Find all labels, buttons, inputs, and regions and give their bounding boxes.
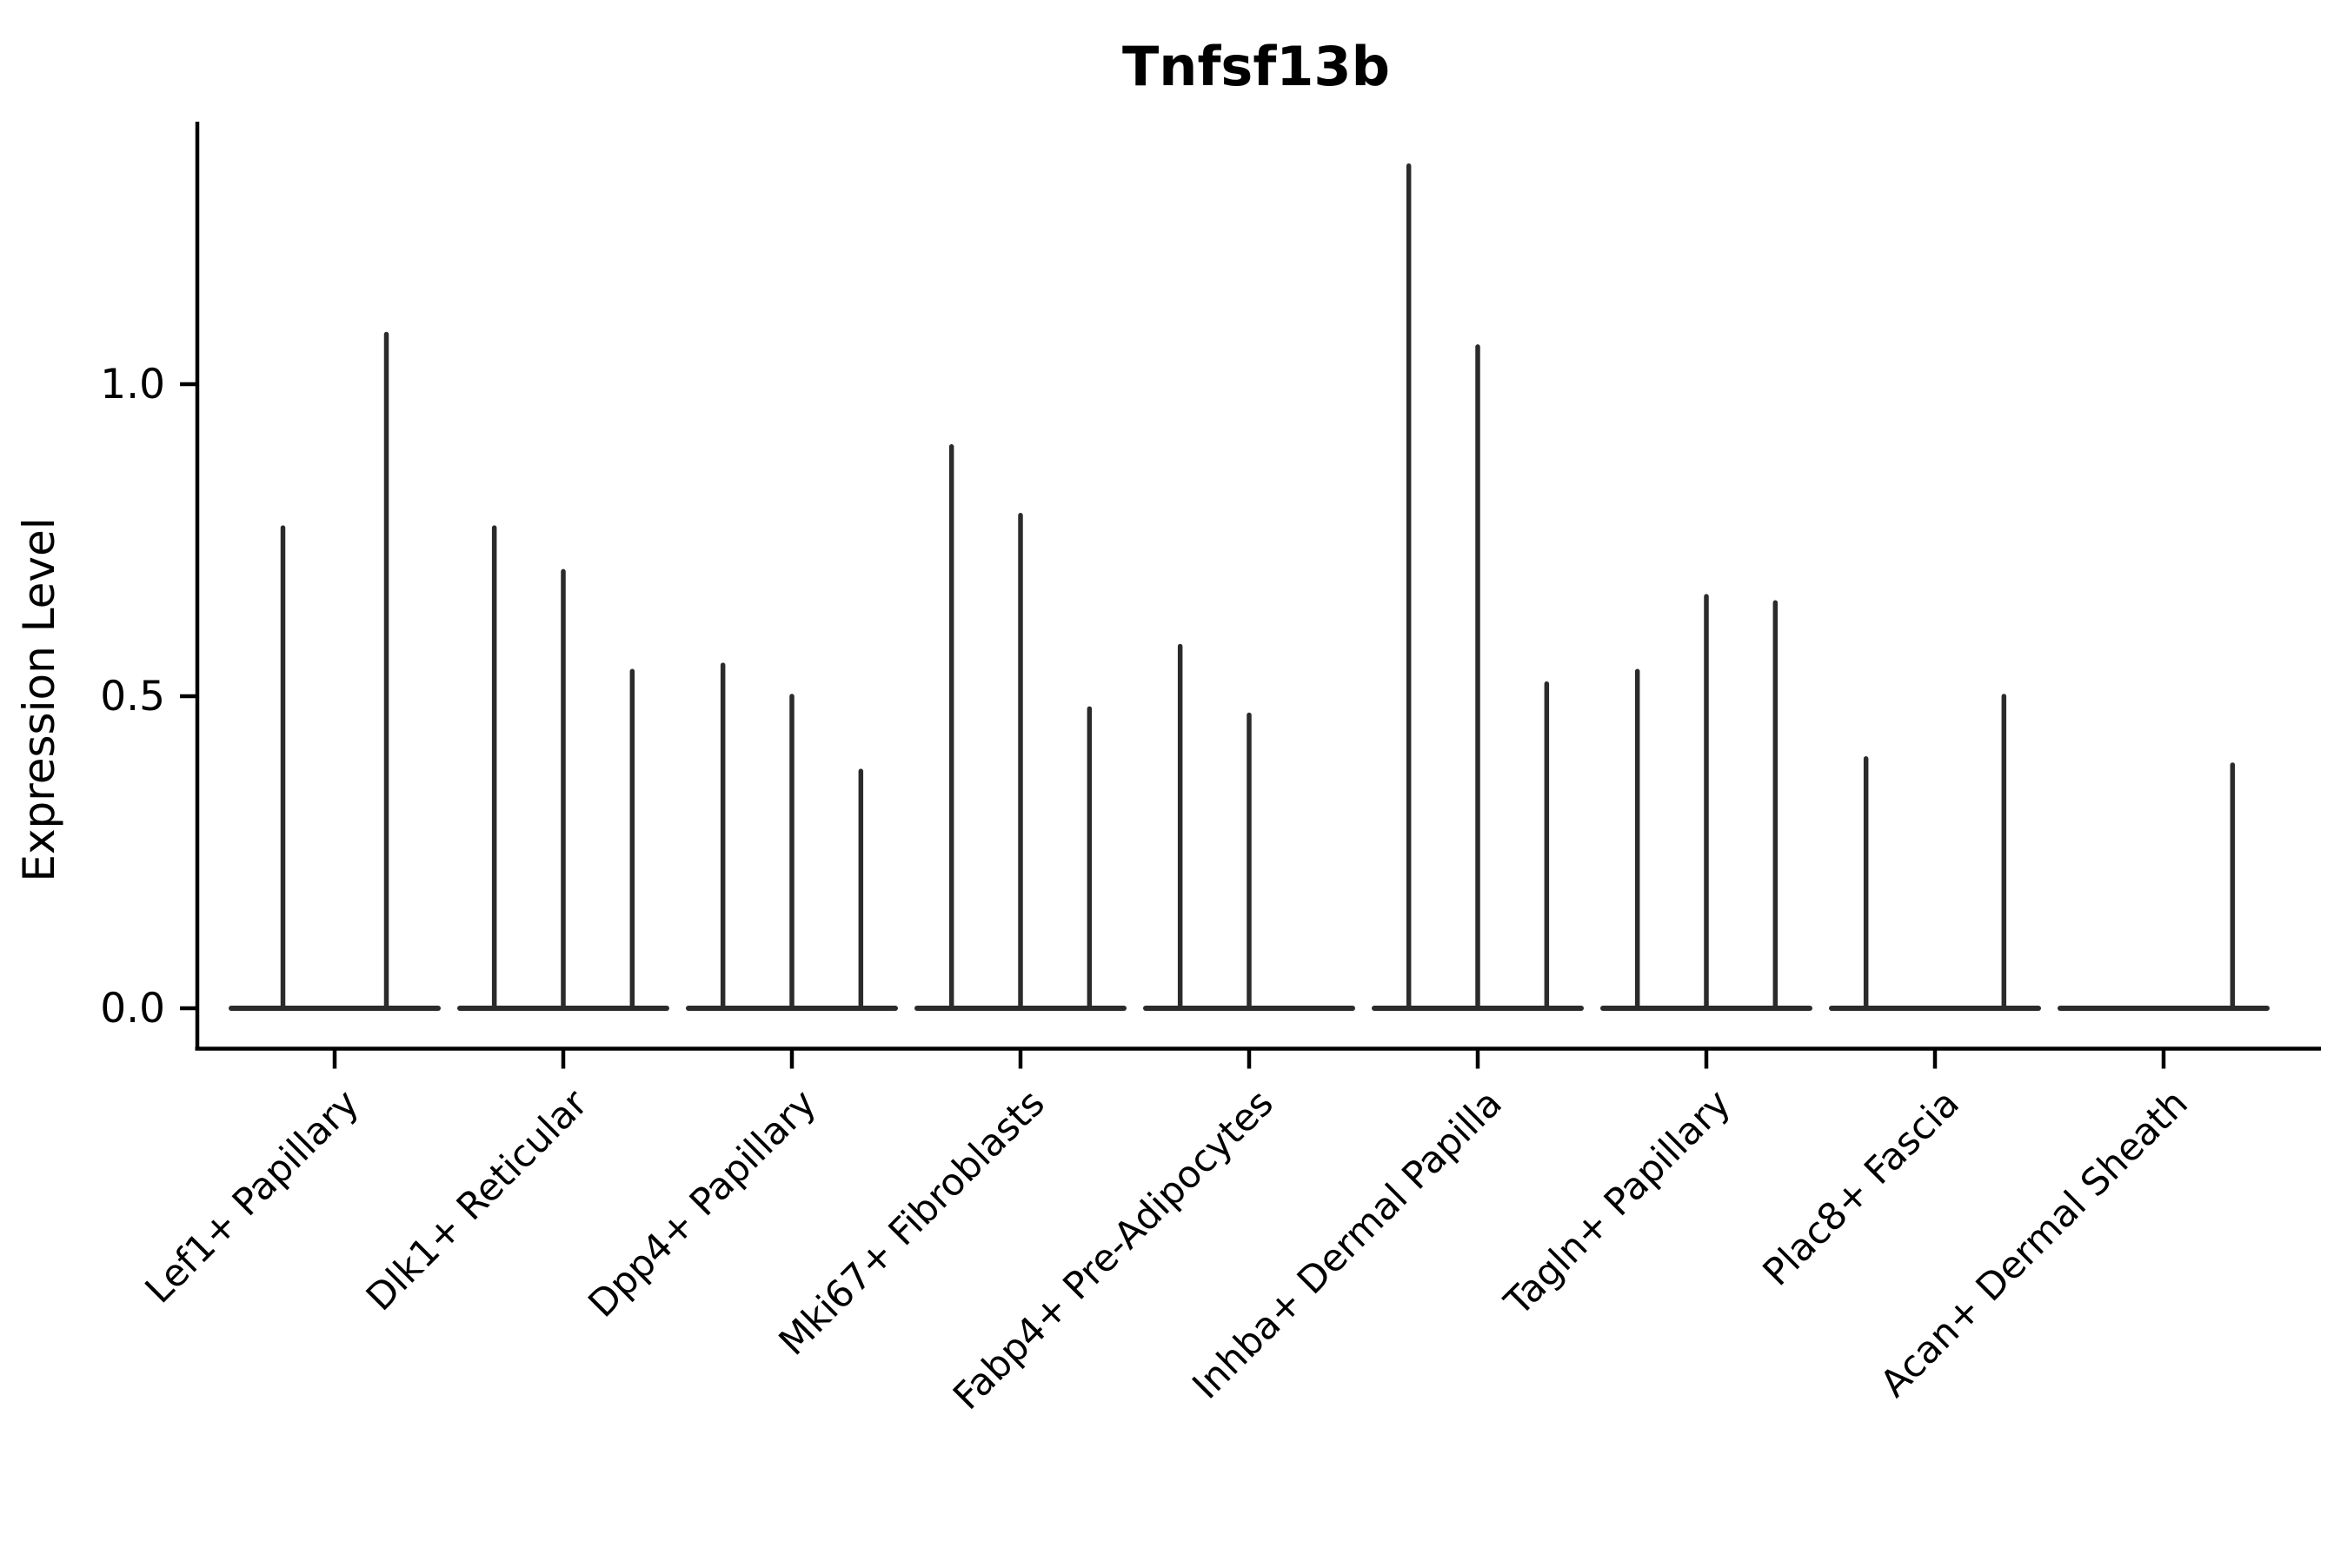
x-tick-label: Lef1+ Papillary (137, 1081, 368, 1312)
chart-title: Tnfsf13b (1122, 35, 1390, 98)
y-tick-label: 0.5 (100, 673, 165, 721)
x-tick-label: Tagln+ Papillary (1496, 1081, 1739, 1325)
y-axis-label: Expression Level (14, 517, 64, 881)
x-tick-label: Dpp4+ Papillary (581, 1081, 825, 1325)
x-tick-label: Plac8+ Fascia (1755, 1081, 1968, 1294)
y-tick-label: 0.0 (100, 985, 165, 1033)
y-tick-label: 1.0 (100, 361, 165, 409)
x-tick-label: Dlk1+ Reticular (358, 1081, 596, 1319)
